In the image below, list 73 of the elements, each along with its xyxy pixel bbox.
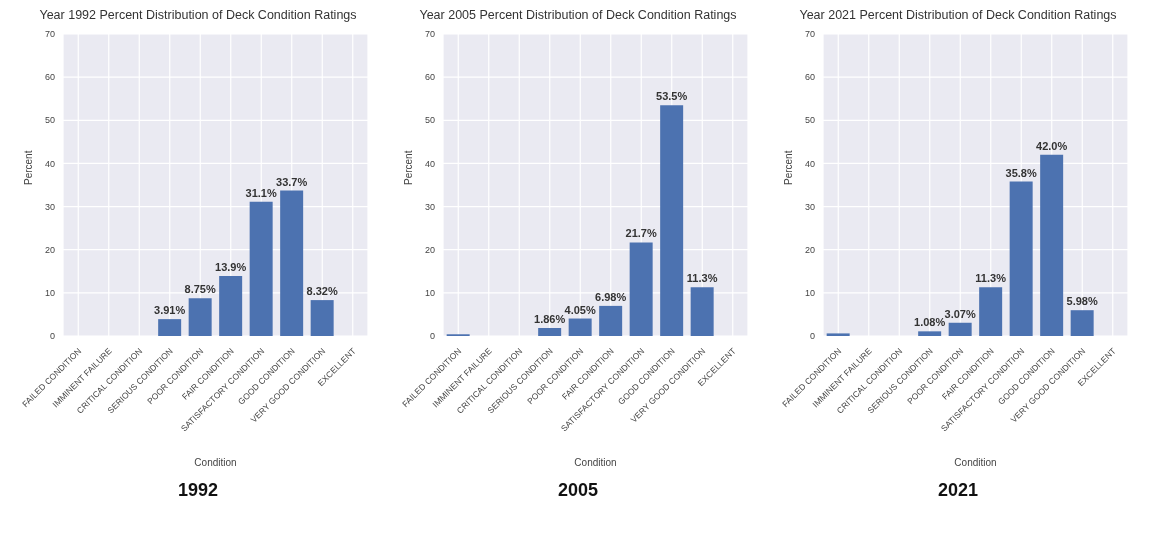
x-axis-title: Condition — [574, 457, 617, 468]
y-tick-label: 60 — [424, 72, 435, 83]
bar — [660, 105, 684, 336]
data-label: 8.32% — [306, 285, 338, 298]
bar — [629, 242, 653, 336]
bar — [219, 276, 243, 336]
data-label: 33.7% — [276, 175, 308, 188]
bar — [690, 287, 714, 336]
y-tick-label: 20 — [44, 244, 55, 255]
data-label: 1.86% — [534, 312, 566, 325]
y-axis-title: Percent — [22, 150, 34, 185]
chart-title: Year 1992 Percent Distribution of Deck Condition Ratings — [38, 8, 358, 24]
y-tick-label: 60 — [804, 72, 815, 83]
data-label: 35.8% — [1005, 166, 1037, 179]
y-tick-label: 0 — [49, 331, 55, 342]
y-tick-label: 0 — [429, 331, 435, 342]
data-label: 8.75% — [184, 283, 216, 296]
bar — [280, 190, 304, 336]
data-label: 1.08% — [914, 316, 946, 329]
chart-title: Year 2005 Percent Distribution of Deck Condition Ratings — [418, 8, 738, 24]
bar — [948, 322, 972, 336]
data-label: 21.7% — [625, 227, 657, 240]
bar — [979, 287, 1003, 336]
bar — [158, 319, 182, 336]
data-label: 13.9% — [215, 261, 247, 274]
bar — [538, 327, 562, 336]
data-label: 3.91% — [154, 304, 186, 317]
y-tick-label: 20 — [804, 244, 815, 255]
bar — [568, 318, 592, 336]
data-label: 53.5% — [656, 90, 688, 103]
text: 1992 — [176, 480, 219, 501]
x-axis-title: Condition — [954, 457, 997, 468]
chart-title: Year 2021 Percent Distribution of Deck Condition Ratings — [798, 8, 1118, 24]
y-tick-label: 30 — [424, 201, 435, 212]
data-label: 11.3% — [686, 272, 718, 285]
bar — [918, 331, 942, 336]
y-tick-label: 0 — [809, 331, 815, 342]
data-label: 6.98% — [595, 290, 627, 303]
y-tick-label: 70 — [424, 29, 435, 40]
bar — [1040, 154, 1064, 336]
y-tick-label: 40 — [804, 158, 815, 169]
y-tick-label: 10 — [44, 288, 55, 299]
y-tick-label: 10 — [424, 288, 435, 299]
y-tick-label: 50 — [804, 115, 815, 126]
text: 2005 — [556, 480, 599, 501]
bar — [1009, 181, 1033, 336]
bar — [826, 333, 850, 336]
y-axis-title: Percent — [782, 150, 794, 185]
data-label: 11.3% — [975, 272, 1007, 285]
y-tick-label: 30 — [804, 201, 815, 212]
y-tick-label: 60 — [44, 72, 55, 83]
bar — [310, 300, 334, 336]
bar — [188, 298, 212, 336]
y-axis-title: Percent — [402, 150, 414, 185]
y-tick-label: 50 — [44, 115, 55, 126]
data-label: 3.07% — [944, 307, 976, 320]
y-tick-label: 40 — [424, 158, 435, 169]
x-axis-title: Condition — [194, 457, 237, 468]
y-tick-label: 70 — [44, 29, 55, 40]
y-tick-label: 50 — [424, 115, 435, 126]
y-tick-label: 40 — [44, 158, 55, 169]
data-label: 4.05% — [564, 303, 596, 316]
y-tick-label: 70 — [804, 29, 815, 40]
y-tick-label: 30 — [44, 201, 55, 212]
data-label: 31.1% — [245, 186, 277, 199]
bar — [1070, 310, 1094, 336]
y-tick-label: 20 — [424, 244, 435, 255]
bar — [599, 305, 623, 336]
data-label: 5.98% — [1066, 295, 1098, 308]
text: 2021 — [936, 480, 979, 501]
bar — [249, 201, 273, 336]
y-tick-label: 10 — [804, 288, 815, 299]
data-label: 42.0% — [1036, 139, 1068, 152]
